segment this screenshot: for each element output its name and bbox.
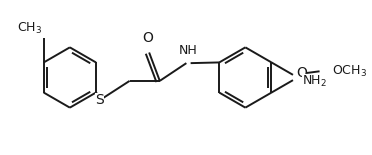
Text: OCH$_3$: OCH$_3$	[332, 64, 367, 79]
Text: NH$_2$: NH$_2$	[302, 74, 327, 89]
Text: NH: NH	[179, 44, 198, 57]
Text: S: S	[95, 93, 104, 107]
Text: O: O	[142, 31, 153, 45]
Text: O: O	[296, 66, 307, 80]
Text: CH$_3$: CH$_3$	[17, 21, 42, 36]
